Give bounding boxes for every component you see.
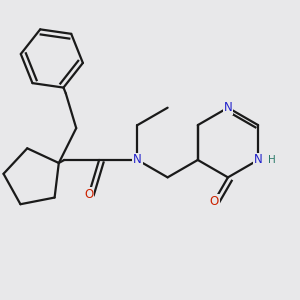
Text: H: H <box>268 155 276 165</box>
Text: O: O <box>84 188 93 201</box>
Text: O: O <box>209 195 219 208</box>
Text: N: N <box>133 154 142 166</box>
Text: N: N <box>254 154 262 166</box>
Text: N: N <box>224 101 232 114</box>
